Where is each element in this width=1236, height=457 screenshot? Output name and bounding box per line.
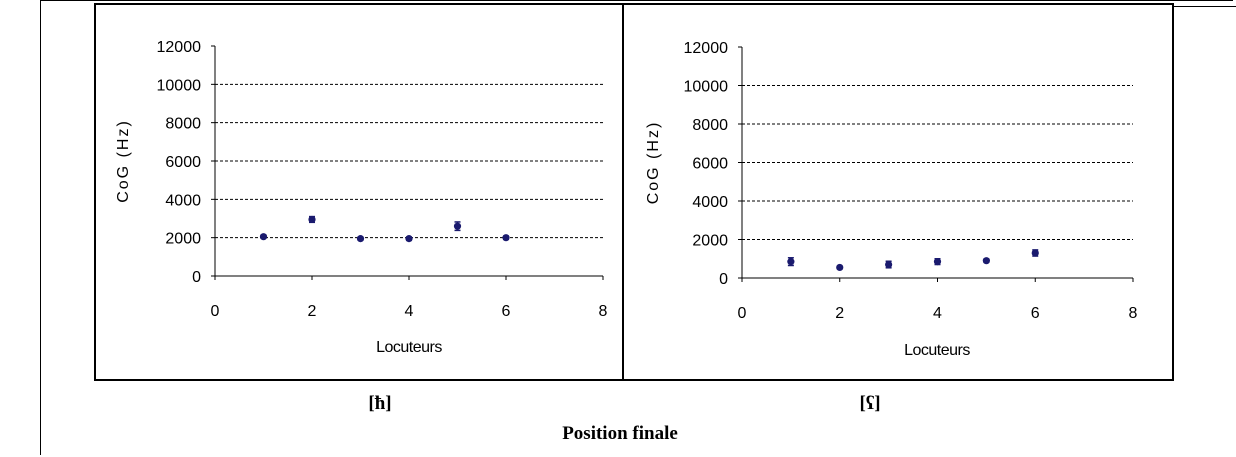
y-tick-label: 10000 xyxy=(684,79,729,96)
x-tick-label: 4 xyxy=(933,305,942,322)
data-point xyxy=(356,235,365,243)
x-tick-label: 0 xyxy=(738,305,747,322)
y-tick-label: 8000 xyxy=(165,116,201,133)
caption-right: [ʕ] xyxy=(859,393,881,414)
data-point xyxy=(308,215,316,224)
data-point xyxy=(502,234,510,242)
y-tick-label: 2000 xyxy=(692,233,728,250)
chart-left: 0 2000 4000 6000 8000 10000 12000 0 2 4 6 8 Locuteur… xyxy=(115,39,608,356)
y-tick-label: 4000 xyxy=(692,194,728,211)
y-tick-label: 6000 xyxy=(692,156,728,173)
data-point xyxy=(259,233,268,241)
x-tick-label: 0 xyxy=(211,303,220,320)
y-tick-label: 4000 xyxy=(165,192,201,209)
data-point xyxy=(405,235,413,243)
y-tick-label: 8000 xyxy=(692,117,728,134)
x-tick-label: 8 xyxy=(599,303,608,320)
data-point xyxy=(885,260,893,269)
data-point xyxy=(982,257,990,265)
data-point xyxy=(1031,249,1039,257)
y-axis-label: CoG (Hz) xyxy=(645,121,662,205)
x-tick-label: 6 xyxy=(502,303,511,320)
data-point xyxy=(933,258,942,266)
chart-panel-left: 0 2000 4000 6000 8000 10000 12000 0 2 4 6 8 Locuteur… xyxy=(94,3,624,381)
data-point xyxy=(787,258,795,266)
table-rule xyxy=(1174,6,1236,7)
chart-panel-right: 0 2000 4000 6000 8000 10000 12000 0 2 4 6 8 Locuteur… xyxy=(622,3,1174,381)
y-tick-label: 12000 xyxy=(684,40,729,57)
footer-caption: Position finale xyxy=(562,423,678,444)
data-point xyxy=(836,263,844,272)
data-point xyxy=(453,222,462,230)
x-tick-label: 2 xyxy=(308,303,317,320)
y-tick-label: 0 xyxy=(719,271,728,288)
caption-left: [ħ] xyxy=(368,393,392,414)
x-tick-label: 2 xyxy=(835,305,844,322)
x-tick-label: 6 xyxy=(1031,305,1040,322)
figure-frame xyxy=(40,0,1233,455)
y-tick-label: 10000 xyxy=(157,77,202,94)
y-tick-label: 2000 xyxy=(165,231,201,248)
y-tick-label: 12000 xyxy=(157,39,202,56)
x-tick-label: 8 xyxy=(1129,305,1138,322)
y-tick-label: 6000 xyxy=(165,154,201,171)
chart-right: 0 2000 4000 6000 8000 10000 12000 0 2 4 6 8 Locuteur… xyxy=(645,40,1138,359)
y-axis-label: CoG (Hz) xyxy=(115,119,132,203)
x-axis-label: Locuteurs xyxy=(376,339,442,356)
y-tick-label: 0 xyxy=(192,269,201,286)
x-axis-label: Locuteurs xyxy=(904,342,970,359)
x-tick-label: 4 xyxy=(405,303,414,320)
